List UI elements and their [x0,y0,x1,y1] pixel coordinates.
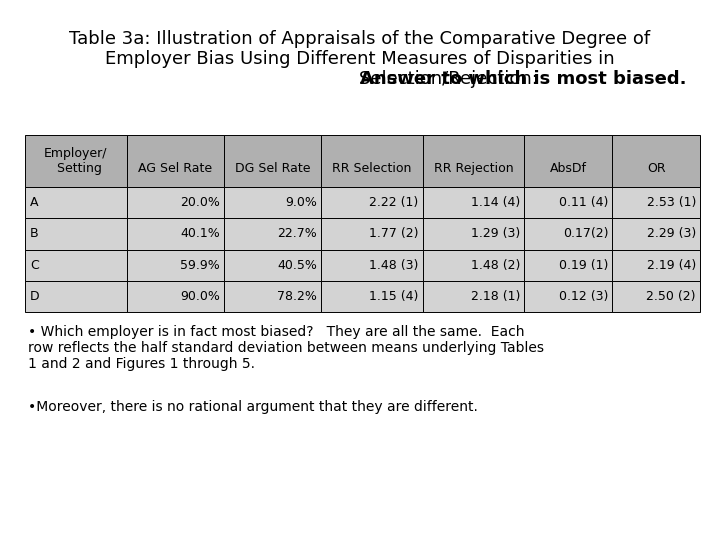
Text: 22.7%: 22.7% [277,227,317,240]
Text: 90.0%: 90.0% [180,290,220,303]
Text: 1.29 (3): 1.29 (3) [471,227,521,240]
Text: AG Sel Rate: AG Sel Rate [138,163,212,176]
Text: D: D [30,290,40,303]
Text: 0.17(2): 0.17(2) [562,227,608,240]
Text: Employer/: Employer/ [44,147,107,160]
Text: 0.11 (4): 0.11 (4) [559,196,608,209]
Text: 2.53 (1): 2.53 (1) [647,196,696,209]
Bar [524,135,612,187]
Bar [423,249,524,281]
Bar [25,218,127,249]
Text: 1.48 (2): 1.48 (2) [471,259,521,272]
Bar [321,218,423,249]
Text: OR: OR [647,163,665,176]
Bar [524,187,612,218]
Text: 2.18 (1): 2.18 (1) [471,290,521,303]
Text: Setting: Setting [50,163,102,176]
Bar [127,187,224,218]
Bar [224,281,321,312]
Text: 1.15 (4): 1.15 (4) [369,290,418,303]
Text: 40.5%: 40.5% [277,259,317,272]
Bar [25,187,127,218]
Text: 1.14 (4): 1.14 (4) [471,196,521,209]
Bar [127,249,224,281]
Bar [321,249,423,281]
Bar [612,249,700,281]
Text: DG Sel Rate: DG Sel Rate [235,163,310,176]
Text: Selection/Rejection:: Selection/Rejection: [359,70,549,88]
Bar [321,187,423,218]
Text: 2.22 (1): 2.22 (1) [369,196,418,209]
Bar [423,281,524,312]
Text: RR Rejection: RR Rejection [433,163,513,176]
Text: 0.19 (1): 0.19 (1) [559,259,608,272]
Bar [224,249,321,281]
Text: Answer to which is most biased.: Answer to which is most biased. [360,70,686,88]
Bar [612,187,700,218]
Text: • Which employer is in fact most biased?   They are all the same.  Each
row refl: • Which employer is in fact most biased?… [28,325,544,372]
Text: 9.0%: 9.0% [285,196,317,209]
Bar [25,249,127,281]
Text: A: A [30,196,38,209]
Text: RR Selection: RR Selection [332,163,411,176]
Text: 20.0%: 20.0% [180,196,220,209]
Text: 2.19 (4): 2.19 (4) [647,259,696,272]
Bar [524,281,612,312]
Text: 2.29 (3): 2.29 (3) [647,227,696,240]
Bar [321,135,423,187]
Text: •Moreover, there is no rational argument that they are different.: •Moreover, there is no rational argument… [28,400,478,414]
Bar [612,135,700,187]
Bar [25,281,127,312]
Text: 0.12 (3): 0.12 (3) [559,290,608,303]
Bar [612,218,700,249]
Text: 2.50 (2): 2.50 (2) [647,290,696,303]
Text: AbsDf: AbsDf [550,163,587,176]
Bar [423,135,524,187]
Text: Employer Bias Using Different Measures of Disparities in: Employer Bias Using Different Measures o… [105,50,615,68]
Bar [127,281,224,312]
Bar [423,187,524,218]
Bar [612,281,700,312]
Text: 59.9%: 59.9% [180,259,220,272]
Text: 78.2%: 78.2% [277,290,317,303]
Bar [127,218,224,249]
Bar [524,249,612,281]
Bar [224,218,321,249]
Text: C: C [30,259,39,272]
Bar [423,218,524,249]
Text: 1.48 (3): 1.48 (3) [369,259,418,272]
Bar [25,135,127,187]
Bar [321,281,423,312]
Text: Table 3a: Illustration of Appraisals of the Comparative Degree of: Table 3a: Illustration of Appraisals of … [69,30,651,48]
Bar [127,135,224,187]
Bar [224,187,321,218]
Bar [524,218,612,249]
Text: 40.1%: 40.1% [180,227,220,240]
Text: 1.77 (2): 1.77 (2) [369,227,418,240]
Bar [224,135,321,187]
Text: B: B [30,227,39,240]
